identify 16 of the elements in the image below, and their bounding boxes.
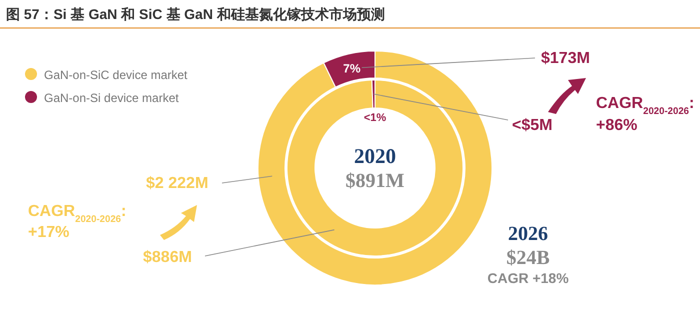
data-label: $173M [541,50,590,67]
data-label: <$5M [512,117,552,134]
text: 7% [343,62,361,76]
text: 2026 [508,223,548,245]
legend-label: GaN-on-Si device market [44,91,180,105]
text: $891M [346,170,405,192]
text: CAGR$_{2020-2026}$: +17% [28,203,126,241]
text: 2020 [354,144,396,168]
text: CAGR$_{2020-2026}$: +86% [596,95,694,134]
text: CAGR +18% [487,270,570,286]
text: $24B [506,247,550,269]
text: <1% [364,112,386,124]
chart-title: 图 57：Si 基 GaN 和 SiC 基 GaN 和硅基氮化镓技术市场预测 [6,6,385,22]
legend-label: GaN-on-SiC device market [44,68,188,82]
data-label: $886M [143,249,192,266]
data-label: $2 222M [146,175,208,192]
